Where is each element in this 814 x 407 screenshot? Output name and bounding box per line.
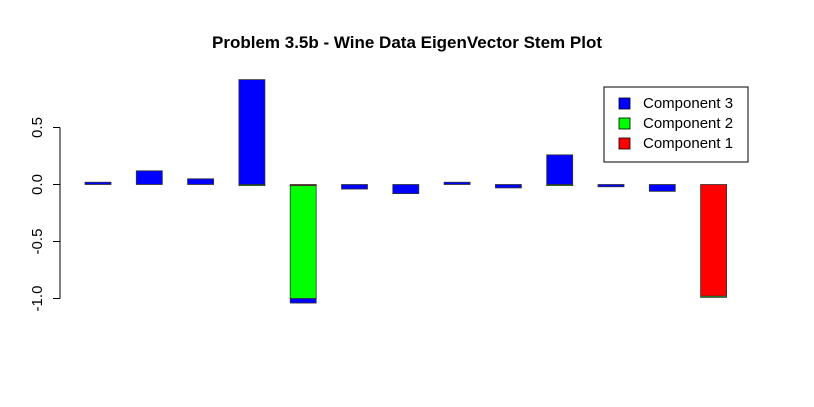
bar-component-3-11 xyxy=(597,184,625,188)
y-tick-label: 0.0 xyxy=(29,174,46,195)
bar-component-3-8 xyxy=(443,181,471,185)
bar-component-3-4 xyxy=(238,79,266,185)
y-tick-label: 0.5 xyxy=(29,117,46,138)
bar-component-3-3 xyxy=(187,178,215,185)
bar-component-1-13 xyxy=(700,184,727,297)
bar-component-3-12 xyxy=(648,184,676,192)
bar-component-3-9 xyxy=(494,184,522,189)
legend-swatch-component-1 xyxy=(618,137,631,150)
legend: Component 3 Component 2 Component 1 xyxy=(603,86,749,163)
legend-label-component-3: Component 3 xyxy=(643,95,733,112)
bar-component-3-1 xyxy=(84,181,112,185)
bar-component-2-5 xyxy=(289,185,317,299)
bars-group xyxy=(84,79,727,304)
legend-label-component-2: Component 2 xyxy=(643,115,733,132)
legend-label-component-1: Component 1 xyxy=(643,135,733,152)
legend-swatch-component-3 xyxy=(618,97,631,110)
bar-component-3-2 xyxy=(135,170,163,185)
y-tick-label: -0.5 xyxy=(29,229,46,255)
chart-title: Problem 3.5b - Wine Data EigenVector Ste… xyxy=(212,33,602,52)
bar-component-2-13 xyxy=(700,295,727,298)
y-tick-label: -1.0 xyxy=(29,286,46,312)
y-axis: -1.0 -0.5 0.0 0.5 xyxy=(29,117,61,312)
bar-component-3-10 xyxy=(546,154,574,185)
bar-component-3-6 xyxy=(341,184,368,190)
bar-component-3-7 xyxy=(392,184,420,195)
bar-component-3-5 xyxy=(289,298,317,304)
legend-swatch-component-2 xyxy=(618,117,631,130)
